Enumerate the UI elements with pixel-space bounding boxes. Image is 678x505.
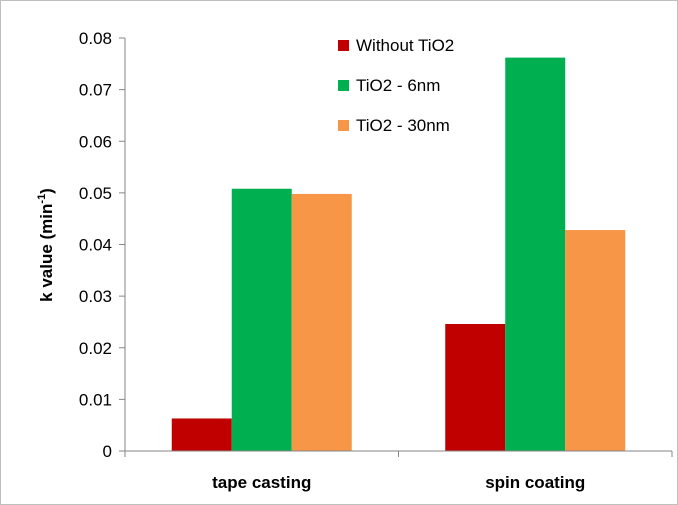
x-axis-category-labels: tape casting spin coating (212, 473, 585, 492)
legend: Without TiO2 TiO2 - 6nm TiO2 - 30nm (338, 36, 454, 135)
legend-swatch (338, 120, 349, 131)
bar-without-tio2-0 (171, 418, 232, 451)
bar-tio2-30nm-0 (291, 193, 352, 451)
y-axis-label: k value (min-1) (36, 188, 56, 302)
y-tick-label: 0.03 (79, 287, 112, 306)
legend-swatch (338, 40, 349, 51)
legend-label: Without TiO2 (356, 36, 454, 55)
y-tick-label: 0.01 (79, 390, 112, 409)
bar-tio2-6nm-1 (505, 57, 566, 452)
y-tick-label: 0.04 (79, 236, 112, 255)
x-axis-ticks (124, 451, 673, 457)
y-tick-label: 0.08 (79, 29, 112, 48)
bar-tio2-6nm-0 (231, 188, 292, 451)
legend-label: TiO2 - 30nm (356, 116, 450, 135)
y-tick-label: 0 (103, 442, 112, 461)
legend-swatch (338, 80, 349, 91)
bar-tio2-30nm-1 (565, 230, 626, 451)
x-category-label: spin coating (485, 473, 585, 492)
y-axis-ticks: 0 0.01 0.02 0.03 0.04 0.05 0.06 0.07 0.08 (79, 29, 125, 461)
bar-without-tio2-1 (445, 324, 506, 451)
bars (171, 57, 626, 452)
y-axis-label-superscript: -1 (36, 194, 48, 204)
y-tick-label: 0.07 (79, 81, 112, 100)
y-tick-label: 0.02 (79, 339, 112, 358)
x-category-label: tape casting (212, 473, 311, 492)
y-tick-label: 0.05 (79, 184, 112, 203)
y-axis-label-close: ) (37, 188, 56, 194)
y-tick-label: 0.06 (79, 132, 112, 151)
legend-label: TiO2 - 6nm (356, 76, 440, 95)
y-axis-label-main: k value (min (37, 204, 56, 302)
